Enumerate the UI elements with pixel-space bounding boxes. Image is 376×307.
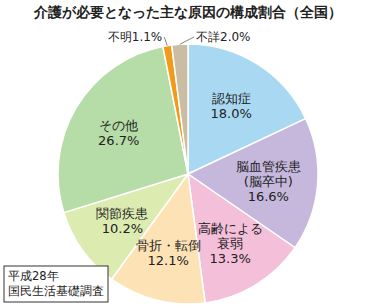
category-line: その他 xyxy=(99,118,138,133)
slice-label: 骨折・転倒12.1% xyxy=(136,238,201,268)
pie-slice xyxy=(188,119,318,248)
slice-label: 不明1.1% xyxy=(108,30,163,44)
pie-slice xyxy=(188,174,295,303)
category-line: 骨折・転倒 xyxy=(136,238,201,253)
chart-container: 介護が必要となった主な原因の構成割合（全国） 認知症18.0% 脳血管疾患(脳卒中)… xyxy=(0,0,376,307)
category-line: 関節疾患 xyxy=(96,206,148,221)
value-label: 13.3% xyxy=(209,251,250,266)
category-line: (脳卒中) xyxy=(244,174,293,189)
slice-label: 関節疾患10.2% xyxy=(96,206,148,236)
category-label: 関節疾患 xyxy=(96,206,148,221)
value-label: 1.1% xyxy=(132,30,163,44)
value-label: 16.6% xyxy=(248,189,289,204)
labels: 認知症18.0%脳血管疾患(脳卒中)16.6%高齢による衰弱13.3%骨折・転倒… xyxy=(96,30,300,268)
slice-label: 脳血管疾患(脳卒中)16.6% xyxy=(236,159,301,204)
value-label: 12.1% xyxy=(148,253,189,268)
category-label: 高齢による衰弱 xyxy=(198,221,263,251)
category-label: 認知症 xyxy=(212,91,251,106)
slice-label: 高齢による衰弱13.3% xyxy=(198,221,263,266)
pie-slice xyxy=(172,44,188,174)
source-text: 平成28年 xyxy=(8,269,59,283)
category-line: 認知症 xyxy=(212,91,251,106)
value-label: 18.0% xyxy=(211,106,252,121)
value-label: 2.0% xyxy=(220,30,251,44)
category-label: 脳血管疾患(脳卒中) xyxy=(236,159,301,189)
slice-label: その他26.7% xyxy=(98,118,139,148)
value-label: 10.2% xyxy=(102,221,143,236)
value-label: 26.7% xyxy=(98,133,139,148)
category-line: 高齢による xyxy=(198,221,263,236)
pie-chart: 介護が必要となった主な原因の構成割合（全国） 認知症18.0% 脳血管疾患(脳卒中)… xyxy=(0,0,376,307)
slice-label: 認知症18.0% xyxy=(211,91,252,121)
category-label: 不明 xyxy=(108,30,132,44)
leader-line xyxy=(180,37,194,44)
leader-line xyxy=(164,37,167,46)
category-line: 衰弱 xyxy=(217,236,243,251)
source-text: 国民生活基礎調査 xyxy=(8,284,104,298)
title: 介護が必要となった主な原因の構成割合（全国） xyxy=(33,4,342,20)
category-line: 脳血管疾患 xyxy=(236,159,301,174)
source-box xyxy=(4,266,108,302)
slices xyxy=(58,44,318,304)
category-label: 不詳 xyxy=(196,30,220,44)
category-label: 骨折・転倒 xyxy=(136,238,201,253)
category-label: その他 xyxy=(99,118,138,133)
slice-label: 不詳2.0% xyxy=(196,30,251,44)
